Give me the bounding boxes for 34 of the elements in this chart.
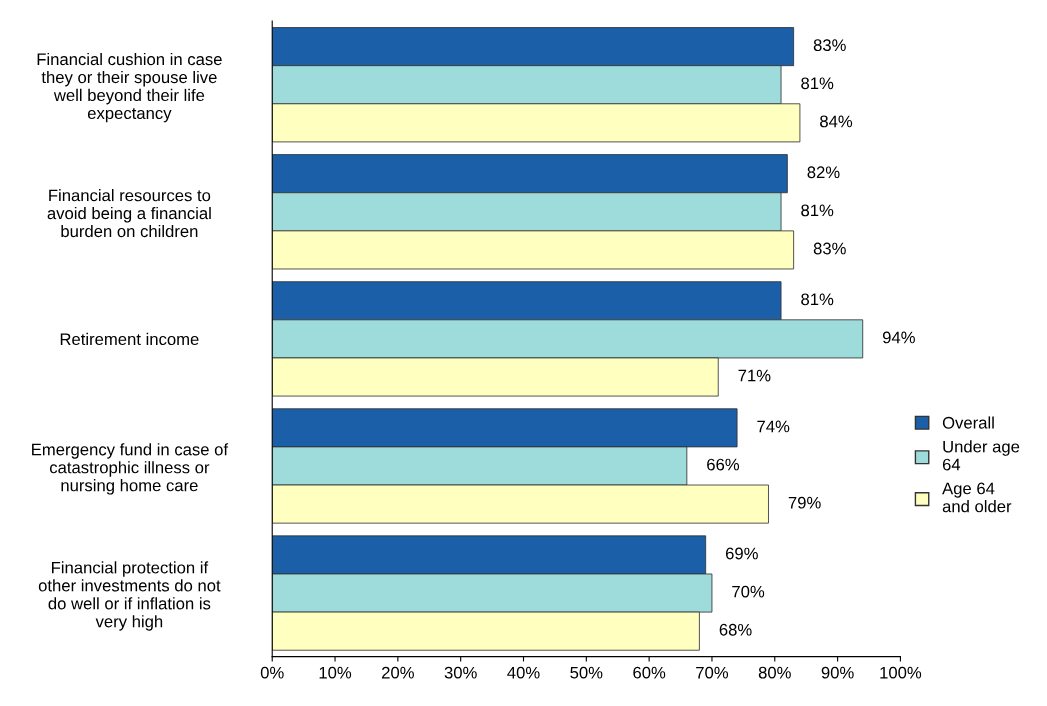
x-tick-label: 40% — [507, 666, 540, 679]
data-label: 81% — [801, 204, 834, 217]
x-tick-label: 80% — [758, 666, 791, 679]
x-tick-label: 60% — [633, 666, 666, 679]
data-label: 69% — [725, 547, 758, 560]
data-label: 74% — [757, 420, 790, 433]
data-label: 81% — [801, 77, 834, 90]
x-tick-label: 0% — [260, 666, 284, 679]
data-label: 81% — [801, 293, 834, 306]
y-tick-label: Financial protection if other investments do not do well or if inflation is very high — [38, 561, 221, 631]
x-tick-label: 90% — [821, 666, 854, 679]
y-tick-label: Emergency fund in case of catastrophic illness or nursing home care — [32, 443, 229, 495]
y-tick-label: Financial resources to avoid being a financial burden on children — [47, 189, 211, 238]
x-tick-label: 100% — [880, 666, 922, 679]
data-label: 83% — [813, 39, 846, 52]
legend-label: Under age 64 — [942, 440, 1020, 471]
y-tick-label: Financial cushion in case they or their spouse live well beyond their life expectancy — [37, 52, 222, 123]
legend-label: Age 64 and older — [942, 482, 1012, 513]
data-label: 79% — [788, 496, 821, 509]
data-label: 82% — [807, 166, 840, 179]
x-tick-label: 20% — [382, 666, 414, 679]
data-label: 94% — [882, 331, 915, 344]
data-label: 83% — [813, 242, 846, 255]
data-label: 66% — [707, 458, 740, 471]
data-label: 68% — [719, 623, 752, 636]
x-tick-label: 70% — [696, 666, 729, 679]
legend-label: Overall — [942, 416, 994, 429]
x-tick-label: 30% — [444, 666, 477, 679]
x-tick-label: 50% — [570, 666, 603, 679]
data-label: 70% — [732, 585, 765, 598]
data-label: 84% — [820, 115, 853, 128]
y-tick-label: Retirement income — [60, 332, 199, 346]
x-tick-label: 10% — [319, 666, 352, 679]
data-label: 71% — [738, 369, 771, 382]
